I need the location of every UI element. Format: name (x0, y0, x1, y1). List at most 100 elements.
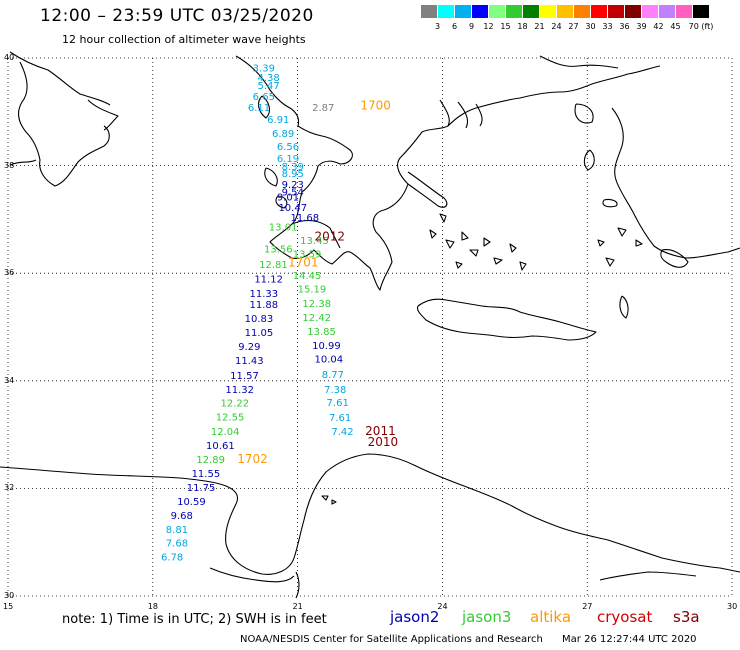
scale-swatch (659, 5, 676, 18)
pass-time-label: 1701 (288, 255, 319, 269)
scale-label: 9 (468, 22, 475, 31)
scale-cell (540, 5, 557, 18)
wave-height-value: 6.19 (277, 154, 299, 165)
coastline-zakynthos (275, 195, 288, 209)
scale-label: 27 (568, 22, 579, 31)
lon-label: 30 (727, 602, 738, 611)
lon-label: 15 (3, 602, 14, 611)
scale-swatch (591, 5, 608, 18)
wave-height-value: 7.38 (324, 385, 346, 396)
legend-jason3: jason3 (462, 608, 512, 626)
scale-swatch (472, 5, 489, 18)
wave-height-value: 8.39 (282, 162, 304, 173)
wave-height-value: 8.95 (282, 169, 304, 180)
wave-height-value: 10.83 (245, 314, 274, 325)
scale-cell (608, 5, 625, 18)
wave-height-value: 13.56 (264, 244, 293, 255)
legend-jason2: jason2 (390, 608, 440, 626)
wave-height-value: 11.32 (225, 385, 254, 396)
scale-label: 33 (602, 22, 613, 31)
wave-height-value: 9.68 (171, 511, 193, 522)
wave-height-value: 11.12 (254, 275, 283, 286)
wave-height-value: 3.39 (253, 64, 275, 75)
pass-green2: 12.22 12.55 12.04 (211, 398, 249, 438)
wave-height-value: 6.78 (161, 553, 183, 564)
scale-swatch (574, 5, 591, 18)
wave-height-value: 10.59 (177, 497, 206, 508)
coastline-lesbos (574, 103, 594, 124)
pass-time-label: 2010 (368, 435, 399, 449)
wave-height-value: 7.68 (166, 539, 188, 550)
legend-cryosat: cryosat (597, 608, 653, 626)
coastline-tobruk (295, 571, 300, 599)
scale-label: 42 (653, 22, 664, 31)
wave-height-value: 11.57 (230, 371, 259, 382)
wave-height-value: 10.99 (312, 341, 341, 352)
scale-labels: 3 6 9 12 15 18 21 24 27 30 33 36 39 42 45 70 (ft) (421, 18, 713, 31)
pass-cyan2: 8.81 7.68 6.78 (161, 525, 188, 564)
pass-navy5: 10.99 10.04 (312, 341, 343, 366)
wave-height-value: 6.56 (277, 142, 299, 153)
lat-label: 36 (4, 268, 15, 278)
scale-cell (557, 5, 574, 18)
scale-label: 15 (500, 22, 511, 31)
scale-label: 30 (585, 22, 596, 31)
lat-lon-grid (7, 57, 733, 597)
scale-label: 24 (551, 22, 562, 31)
coastline-chios (583, 149, 595, 171)
page-title: 12:00 – 23:59 UTC 03/25/2020 (40, 6, 314, 26)
wave-height-value: 7.42 (331, 427, 353, 438)
wave-height-value: 8.77 (322, 370, 344, 381)
wave-height-value: 6.89 (272, 129, 294, 140)
wave-height-value: 11.75 (187, 483, 216, 494)
lat-label: 34 (4, 375, 15, 385)
scale-swatch (642, 5, 659, 18)
wave-height-value: 13.85 (307, 327, 336, 338)
scale-swatch (540, 5, 557, 18)
page-subtitle: 12 hour collection of altimeter wave hei… (62, 33, 306, 46)
scale-label: 45 (670, 22, 681, 31)
lon-label: 21 (292, 602, 303, 611)
scale-cell (574, 5, 591, 18)
wave-height-value: 7.61 (329, 413, 351, 424)
coastline-gulf-islands (321, 495, 337, 505)
wave-height-value: 9.54 (282, 187, 304, 198)
scale-cell (625, 5, 642, 18)
scale-cell (472, 5, 489, 18)
wave-height-value: 8.81 (166, 525, 188, 536)
wave-height-value: 13.01 (269, 222, 298, 233)
wave-height-value: 9.01 (277, 192, 299, 203)
wave-height-value: 12.89 (196, 455, 225, 466)
footer-credit: NOAA/NESDIS Center for Satellite Applica… (240, 634, 713, 645)
scale-cell (676, 5, 693, 18)
pass-green4: 13.59 14.45 15.19 12.38 12.42 13.85 (293, 249, 336, 337)
wave-height-value: 12.22 (221, 398, 250, 409)
pass-time-label: 2012 (314, 230, 345, 244)
pass-time-label: 1702 (237, 452, 268, 466)
wave-height-value: 11.05 (245, 328, 274, 339)
wave-height-value: 12.38 (302, 299, 331, 310)
wave-height-value: 6.11 (248, 103, 270, 114)
lon-label: 24 (437, 602, 448, 611)
wave-height-value: 15.19 (298, 284, 327, 295)
coastline-dodecanese (597, 227, 643, 267)
wave-height-value: 10.47 (278, 203, 307, 214)
wave-height-value: 13.45 (300, 236, 329, 247)
wave-height-value: 4.38 (258, 73, 280, 84)
wave-height-value: 7.61 (327, 398, 349, 409)
wave-height-value: 11.33 (249, 289, 278, 300)
lon-label: 27 (582, 602, 593, 611)
lon-label: 18 (147, 602, 158, 611)
coastline-greece (235, 55, 661, 291)
pass-cyan3: 8.77 7.38 7.61 7.61 7.42 (322, 370, 354, 438)
wave-height-value: 12.04 (211, 427, 240, 438)
lat-label: 38 (4, 160, 15, 170)
coastline-sicily (9, 159, 37, 166)
scale-label: 70 (ft) (688, 22, 714, 31)
coastline-chalkidiki (439, 99, 483, 129)
pass-navy3: 10.61 (206, 441, 235, 452)
scale-swatch (608, 5, 625, 18)
scale-cell (642, 5, 659, 18)
